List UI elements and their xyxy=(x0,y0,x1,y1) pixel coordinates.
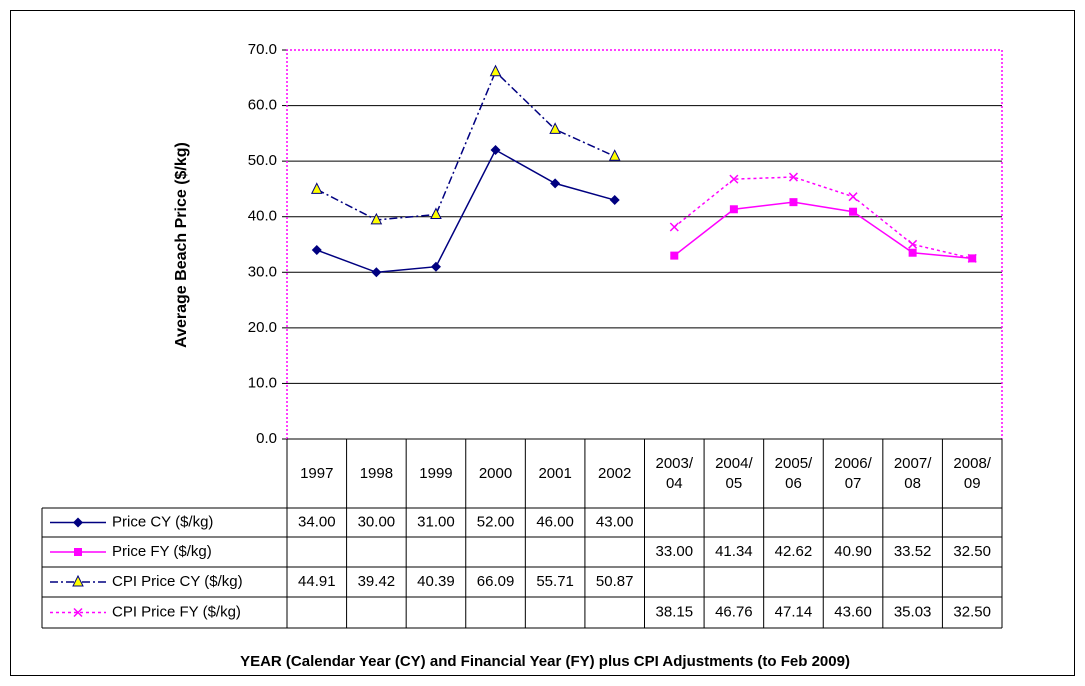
table-value: 52.00 xyxy=(477,513,515,530)
table-value: 50.87 xyxy=(596,573,634,590)
table-value: 47.14 xyxy=(775,603,813,620)
table-value: 33.52 xyxy=(894,543,932,560)
table-value: 40.39 xyxy=(417,573,455,590)
table-value: 46.76 xyxy=(715,603,753,620)
legend-marker xyxy=(73,607,83,618)
data-point xyxy=(490,145,501,156)
table-value: 34.00 xyxy=(298,513,336,530)
legend-marker xyxy=(74,548,82,556)
data-point xyxy=(489,64,502,77)
table-value: 38.15 xyxy=(656,603,694,620)
x-tick-label: 2006/07 xyxy=(834,454,872,492)
legend-label: CPI Price CY ($/kg) xyxy=(112,573,243,590)
data-point xyxy=(371,267,382,278)
data-point xyxy=(608,149,621,161)
data-point xyxy=(789,198,798,207)
x-tick-label: 2004/05 xyxy=(715,454,753,492)
x-tick-label: 2000 xyxy=(478,464,513,482)
data-point xyxy=(729,174,739,184)
series-line xyxy=(316,70,616,221)
table-value: 66.09 xyxy=(477,573,515,590)
data-point xyxy=(788,172,798,182)
y-tick-label: 50.0 xyxy=(248,152,277,169)
data-point xyxy=(908,239,918,249)
data-point xyxy=(849,207,858,216)
table-value: 42.62 xyxy=(775,543,813,560)
x-tick-label: 2007/08 xyxy=(893,454,932,492)
table-value: 46.00 xyxy=(536,513,574,530)
table-value: 41.34 xyxy=(715,543,753,560)
x-tick-label: 2002 xyxy=(598,464,632,482)
legend-label: Price CY ($/kg) xyxy=(112,513,213,530)
data-point xyxy=(549,122,561,134)
y-tick-label: 10.0 xyxy=(248,374,277,391)
series-line xyxy=(673,201,973,260)
data-point xyxy=(848,192,858,202)
legend-label: CPI Price FY ($/kg) xyxy=(112,603,241,620)
y-axis-title: Average Beach Price ($/kg) xyxy=(173,142,190,348)
x-axis-title: YEAR (Calendar Year (CY) and Financial Y… xyxy=(240,653,850,670)
table-value: 33.00 xyxy=(656,543,694,560)
series-line xyxy=(316,148,615,274)
data-point xyxy=(669,222,679,232)
data-point xyxy=(430,261,441,272)
x-tick-label: 2001 xyxy=(538,464,572,482)
table-value: 31.00 xyxy=(417,513,455,530)
legend-marker xyxy=(72,574,84,587)
x-tick-label: 1997 xyxy=(300,464,334,482)
y-tick-label: 70.0 xyxy=(248,41,277,58)
table-value: 35.03 xyxy=(894,603,932,620)
data-point xyxy=(908,248,917,257)
y-tick-label: 30.0 xyxy=(248,263,277,280)
data-point xyxy=(967,253,977,263)
table-value: 30.00 xyxy=(358,513,396,530)
table-value: 32.50 xyxy=(953,543,991,560)
data-point xyxy=(670,251,679,260)
data-point xyxy=(609,195,620,206)
chart-border xyxy=(10,10,1075,676)
table-value: 43.60 xyxy=(834,603,872,620)
x-tick-label: 2008/09 xyxy=(953,454,991,492)
x-tick-label: 1998 xyxy=(359,464,394,482)
table-value: 39.42 xyxy=(358,573,396,590)
data-point xyxy=(311,245,322,256)
data-point xyxy=(430,207,442,220)
y-tick-label: 0.0 xyxy=(256,430,277,447)
legend-marker xyxy=(73,517,83,528)
y-tick-label: 20.0 xyxy=(248,319,277,336)
table-value: 43.00 xyxy=(596,513,634,530)
y-tick-label: 60.0 xyxy=(248,97,277,114)
table-value: 40.90 xyxy=(834,543,872,560)
table-value: 55.71 xyxy=(536,573,574,590)
data-point xyxy=(729,205,738,214)
data-point xyxy=(550,178,561,189)
data-point xyxy=(370,212,383,225)
x-tick-label: 1999 xyxy=(419,464,453,482)
x-tick-label: 2005/06 xyxy=(774,454,813,492)
x-tick-label: 2003/04 xyxy=(655,454,694,492)
table-value: 44.91 xyxy=(298,573,336,590)
legend-label: Price FY ($/kg) xyxy=(112,543,212,560)
data-point xyxy=(310,182,323,194)
table-value: 32.50 xyxy=(953,603,991,620)
y-tick-label: 40.0 xyxy=(248,208,277,225)
